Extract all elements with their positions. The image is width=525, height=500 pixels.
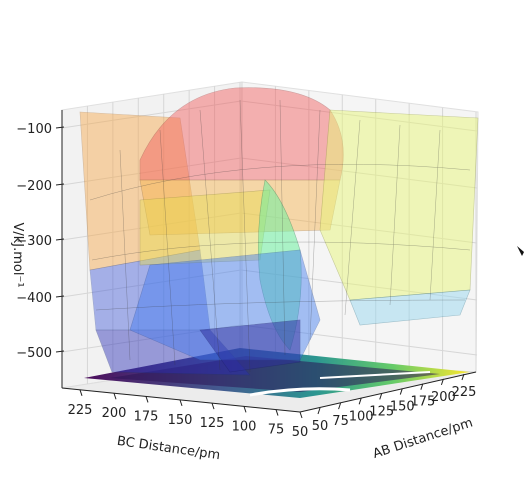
left-plateau-wall [79, 111, 201, 271]
bc-tick-mark [275, 409, 279, 416]
right-wall-lower [349, 289, 471, 326]
z-tick-label: −200 [16, 179, 52, 194]
ab-tick-label: 150 [390, 400, 415, 415]
deep-valley [199, 319, 301, 373]
stray-marker [517, 246, 524, 256]
ab-axis-label: AB Distance/pm [371, 415, 475, 461]
bc-tick-mark [79, 389, 83, 396]
z-tick-mark [55, 238, 65, 241]
bc-axis-label: BC Distance/pm [116, 434, 221, 463]
bc-tick-label: 200 [102, 406, 127, 421]
z-tick-label: −100 [16, 122, 52, 137]
z-tick-mark [55, 126, 65, 129]
z-axis-label: V/kJ.mol⁻¹ [10, 222, 25, 287]
bc-tick-label: 50 [292, 425, 309, 440]
ab-tick-mark [461, 373, 465, 381]
ab-tick-label: 50 [312, 419, 329, 434]
ab-tick-mark [317, 407, 321, 415]
z-tick-mark [55, 183, 65, 186]
ab-tick-mark [338, 402, 342, 410]
ab-tick-mark [420, 383, 424, 390]
bc-tick-label: 175 [134, 409, 159, 424]
axes-lines [61, 110, 477, 413]
mesh-lines [89, 99, 471, 373]
z-tick-label: −400 [16, 291, 52, 306]
ab-tick-mark [399, 388, 403, 395]
ab-tick-label: 100 [349, 409, 374, 424]
bc-tick-label: 125 [200, 416, 225, 431]
contour-projection [84, 348, 470, 398]
grid-line-z-left [61, 157, 242, 186]
z-tick-mark [55, 350, 65, 353]
bc-tick-label: 75 [268, 423, 285, 438]
ab-tick-label: 200 [431, 390, 456, 405]
ab-tick-mark [358, 398, 362, 405]
bc-tick-mark [243, 406, 247, 413]
ab-tick-label: 225 [452, 385, 477, 400]
grid-line-z-left [61, 212, 242, 241]
bc-ticks: 225 200 175 150 125 100 75 50 [68, 389, 309, 440]
ab-tick-label: 125 [369, 404, 394, 419]
ab-tick-mark [379, 393, 383, 400]
ab-tick-label: 175 [410, 395, 435, 410]
ab-tick-mark [440, 378, 444, 386]
bc-tick-label: 225 [68, 403, 93, 418]
z-tick-label: −500 [16, 346, 52, 361]
z-tick-mark [55, 295, 65, 298]
grid-line-z-left [61, 269, 242, 298]
middle-yellow-band [139, 189, 271, 266]
bc-tick-label: 100 [232, 419, 257, 434]
z-ticks: −100 −200 −300 −400 −500 [16, 122, 65, 361]
ab-tick-label: 75 [332, 414, 349, 429]
bc-tick-label: 150 [168, 413, 193, 428]
bc-tick-mark [299, 411, 303, 419]
bc-tick-mark [179, 399, 183, 407]
bc-tick-mark [211, 402, 215, 410]
grid-line-z-left [61, 100, 242, 129]
right-plateau-wall [319, 109, 479, 301]
z-tick-label: −300 [16, 234, 52, 249]
bc-tick-mark [145, 396, 149, 403]
potential-surface [79, 87, 479, 376]
bc-tick-mark [113, 393, 117, 400]
